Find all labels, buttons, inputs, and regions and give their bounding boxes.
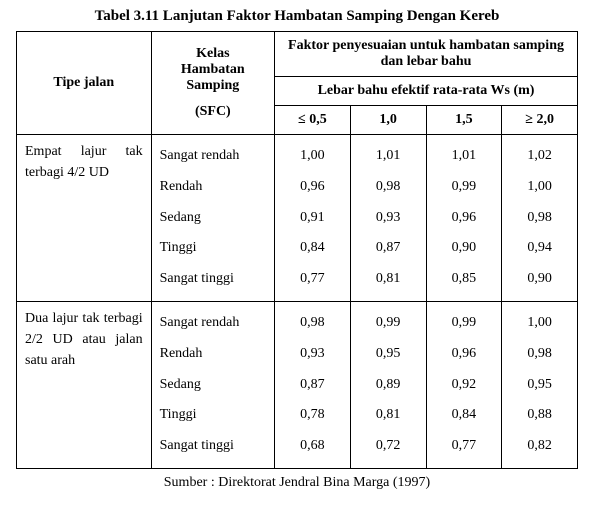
value: 0,96	[435, 203, 494, 234]
header-kelas-line2: Hambatan	[160, 62, 266, 78]
value: 0,93	[283, 339, 342, 370]
kelas-label: Rendah	[160, 172, 266, 203]
header-kelas-line1: Kelas	[160, 46, 266, 62]
cell-kelas-2: Sangat rendah Rendah Sedang Tinggi Sanga…	[151, 301, 274, 468]
cell-values: 1,01 0,99 0,96 0,90 0,85	[426, 135, 502, 302]
header-faktor: Faktor penyesuaian untuk hambatan sampin…	[275, 32, 578, 77]
header-kelas-sfc: (SFC)	[160, 104, 266, 120]
value: 0,77	[435, 431, 494, 462]
value: 0,87	[359, 233, 418, 264]
value: 1,00	[510, 308, 569, 339]
header-lebar: Lebar bahu efektif rata-rata Ws (m)	[275, 77, 578, 106]
value: 0,87	[283, 370, 342, 401]
cell-tipe-2: Dua lajur tak terbagi 2/2 UD atau jalan …	[17, 301, 152, 468]
value: 0,91	[283, 203, 342, 234]
value: 0,95	[359, 339, 418, 370]
cell-values: 1,02 1,00 0,98 0,94 0,90	[502, 135, 578, 302]
kelas-label: Rendah	[160, 339, 266, 370]
value: 0,78	[283, 400, 342, 431]
value: 0,90	[510, 264, 569, 295]
header-col-1: ≤ 0,5	[275, 106, 351, 135]
kelas-label: Sangat rendah	[160, 141, 266, 172]
value: 0,99	[435, 308, 494, 339]
value: 1,02	[510, 141, 569, 172]
value: 0,85	[435, 264, 494, 295]
value: 0,90	[435, 233, 494, 264]
value: 0,93	[359, 203, 418, 234]
value: 0,72	[359, 431, 418, 462]
value: 0,95	[510, 370, 569, 401]
value: 0,68	[283, 431, 342, 462]
header-col-2: 1,0	[350, 106, 426, 135]
cell-tipe-1: Empat lajur tak terbagi 4/2 UD	[17, 135, 152, 302]
cell-kelas-1: Sangat rendah Rendah Sedang Tinggi Sanga…	[151, 135, 274, 302]
data-table: Tipe jalan Kelas Hambatan Samping (SFC) …	[16, 31, 578, 469]
value: 0,92	[435, 370, 494, 401]
value: 1,01	[359, 141, 418, 172]
kelas-label: Sedang	[160, 203, 266, 234]
value: 1,00	[283, 141, 342, 172]
value: 0,98	[283, 308, 342, 339]
header-kelas: Kelas Hambatan Samping (SFC)	[151, 32, 274, 135]
table-source: Sumber : Direktorat Jendral Bina Marga (…	[16, 475, 578, 491]
header-col-3: 1,5	[426, 106, 502, 135]
header-kelas-line3: Samping	[160, 78, 266, 94]
header-col-4: ≥ 2,0	[502, 106, 578, 135]
header-tipe-jalan: Tipe jalan	[17, 32, 152, 135]
value: 0,96	[283, 172, 342, 203]
cell-values: 1,01 0,98 0,93 0,87 0,81	[350, 135, 426, 302]
table-row: Dua lajur tak terbagi 2/2 UD atau jalan …	[17, 301, 578, 468]
table-caption: Tabel 3.11 Lanjutan Faktor Hambatan Samp…	[16, 8, 578, 25]
value: 0,88	[510, 400, 569, 431]
value: 1,00	[510, 172, 569, 203]
cell-values: 0,98 0,93 0,87 0,78 0,68	[275, 301, 351, 468]
kelas-label: Tinggi	[160, 233, 266, 264]
kelas-label: Sangat tinggi	[160, 264, 266, 295]
value: 0,82	[510, 431, 569, 462]
table-row: Empat lajur tak terbagi 4/2 UD Sangat re…	[17, 135, 578, 302]
value: 0,81	[359, 400, 418, 431]
value: 0,98	[359, 172, 418, 203]
value: 1,01	[435, 141, 494, 172]
cell-values: 1,00 0,98 0,95 0,88 0,82	[502, 301, 578, 468]
cell-values: 0,99 0,96 0,92 0,84 0,77	[426, 301, 502, 468]
table-header-row: Tipe jalan Kelas Hambatan Samping (SFC) …	[17, 32, 578, 77]
kelas-label: Sangat rendah	[160, 308, 266, 339]
value: 0,99	[359, 308, 418, 339]
value: 0,89	[359, 370, 418, 401]
value: 0,84	[435, 400, 494, 431]
kelas-label: Sangat tinggi	[160, 431, 266, 462]
value: 0,98	[510, 339, 569, 370]
value: 0,98	[510, 203, 569, 234]
kelas-label: Tinggi	[160, 400, 266, 431]
value: 0,99	[435, 172, 494, 203]
value: 0,96	[435, 339, 494, 370]
kelas-label: Sedang	[160, 370, 266, 401]
value: 0,94	[510, 233, 569, 264]
cell-values: 1,00 0,96 0,91 0,84 0,77	[275, 135, 351, 302]
value: 0,84	[283, 233, 342, 264]
cell-values: 0,99 0,95 0,89 0,81 0,72	[350, 301, 426, 468]
value: 0,77	[283, 264, 342, 295]
value: 0,81	[359, 264, 418, 295]
